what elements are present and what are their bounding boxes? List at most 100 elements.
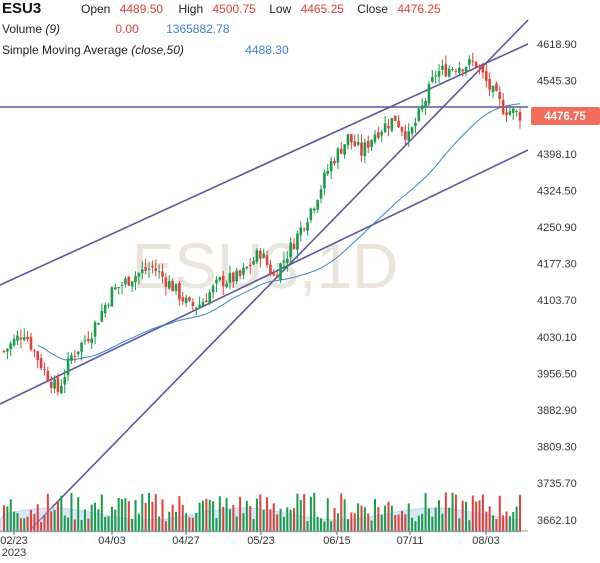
volume-bar [282, 516, 285, 532]
x-tick-label: 04/27 [172, 535, 200, 547]
low-label: Low [269, 2, 292, 16]
volume-bar [158, 516, 161, 532]
candle-body [461, 69, 464, 72]
candle-body [221, 276, 225, 287]
volume-bar [245, 500, 248, 532]
candle-body [444, 64, 448, 77]
candle-body [272, 273, 276, 276]
candle-body [262, 253, 265, 259]
close-label: Close [357, 2, 388, 16]
volume-bar [394, 514, 397, 532]
candle-body [205, 300, 208, 303]
volume-bar [279, 508, 282, 532]
volume-bar [144, 502, 147, 532]
volume-bar [242, 513, 245, 532]
y-tick-label: 4324.50 [537, 185, 577, 197]
volume-bar [104, 516, 107, 532]
candle-body [259, 251, 262, 259]
volume-bar [451, 492, 454, 532]
y-tick-label: 4177.30 [537, 259, 577, 271]
volume-bar [164, 521, 167, 532]
candle-body [29, 336, 33, 350]
candle-body [113, 287, 117, 290]
candle-body [238, 270, 242, 276]
candle-body [393, 115, 397, 121]
volume-bar [134, 500, 137, 532]
volume-bar [90, 504, 93, 532]
candle-body [269, 264, 272, 275]
candle-body [248, 264, 252, 267]
volume-bar [357, 503, 360, 532]
x-tick-label: 05/23 [247, 535, 275, 547]
candle-body [265, 255, 269, 265]
sma-param: (close,50) [131, 43, 184, 57]
volume-bar [40, 521, 43, 532]
volume-bar [515, 506, 518, 532]
volume-bar [508, 516, 511, 532]
volume-bar [212, 501, 215, 532]
y-tick-label: 4030.10 [537, 332, 577, 344]
volume-bar [343, 499, 346, 532]
candle-body [46, 370, 50, 382]
volume-bar [168, 511, 171, 532]
volume-bar [468, 520, 471, 532]
candle-body [468, 59, 471, 65]
volume-bar [235, 516, 238, 532]
volume-bar [458, 518, 461, 532]
volume-param: (9) [45, 22, 61, 36]
open-value: 4489.50 [119, 2, 164, 16]
volume-bar [16, 513, 19, 532]
candle-body [319, 189, 323, 199]
candle-body [397, 120, 400, 127]
volume-bar [218, 496, 221, 532]
x-tick-label: 07/11 [397, 535, 424, 547]
y-tick-label: 3882.90 [537, 405, 577, 417]
candle-body [424, 100, 427, 107]
volume-bar [387, 501, 390, 532]
candle-body [498, 92, 502, 99]
candle-body [181, 297, 185, 302]
x-tick-label: 04/03 [98, 535, 126, 547]
candle-body [501, 100, 505, 114]
candle-body [457, 67, 461, 73]
x-tick-label: 08/03 [472, 535, 500, 547]
low-value: 4465.25 [300, 2, 344, 16]
volume-bar [73, 519, 76, 532]
volume-bar [424, 493, 427, 532]
volume-bar [350, 512, 353, 532]
candle-body [366, 140, 370, 148]
sma-value: 4488.30 [245, 43, 289, 57]
volume-bar [87, 518, 90, 532]
volume-bar [232, 505, 235, 532]
volume-bar [465, 501, 468, 532]
candle-body [154, 268, 158, 272]
last-price-tag [531, 107, 600, 125]
volume-bar [313, 492, 316, 532]
candle-body [360, 142, 363, 156]
volume-bar [56, 502, 59, 532]
volume-bar [306, 520, 309, 532]
candle-body [383, 123, 387, 133]
volume-bar [208, 499, 211, 532]
volume-bar [492, 515, 495, 532]
candle-body [53, 379, 56, 389]
candle-body [90, 338, 93, 343]
candle-body [339, 148, 343, 154]
volume-bar [178, 496, 181, 532]
candle-body [12, 338, 16, 346]
candle-body [43, 368, 46, 370]
candle-body [323, 172, 326, 189]
candle-body [188, 297, 191, 301]
symbol: ESU3 [2, 0, 42, 17]
volume-bar [296, 493, 299, 532]
candle-body [356, 142, 360, 145]
volume-bar [77, 497, 80, 532]
volume-bar [83, 509, 86, 532]
candle-body [19, 337, 23, 340]
candle-body [373, 134, 377, 143]
volume-bar [495, 518, 498, 532]
volume-bar [63, 515, 66, 532]
volume-row: Volume (9) 0.00 1365882.78 [2, 22, 230, 36]
volume-bar [475, 501, 478, 532]
